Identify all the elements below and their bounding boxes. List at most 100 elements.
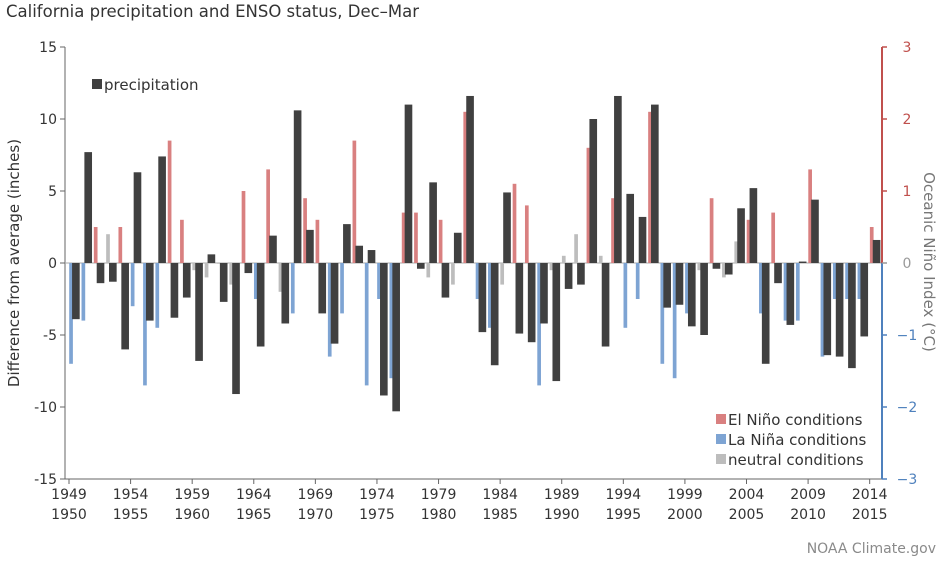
oni-bar bbox=[660, 263, 665, 364]
oni-bar bbox=[143, 263, 147, 386]
x-tick-label-bottom: 1960 bbox=[174, 507, 210, 523]
precipitation-bar bbox=[404, 104, 413, 263]
oni-bar bbox=[475, 263, 480, 299]
oni-bar bbox=[167, 140, 172, 263]
oni-bar bbox=[586, 147, 591, 263]
precipitation-bar bbox=[269, 235, 277, 263]
precipitation-bar bbox=[564, 263, 573, 289]
oni-bar bbox=[561, 255, 566, 263]
oni-bar bbox=[722, 263, 726, 278]
oni-bar bbox=[327, 263, 332, 357]
oni-bar bbox=[93, 227, 98, 263]
x-tick-label-top: 1969 bbox=[298, 487, 334, 503]
precipitation-bar bbox=[737, 208, 745, 263]
precipitation-bar bbox=[601, 263, 610, 347]
legend-label-precipitation: precipitation bbox=[104, 76, 199, 94]
precipitation-bar bbox=[133, 172, 142, 263]
oni-bar bbox=[709, 198, 714, 263]
legend-label-el-nino: El Niño conditions bbox=[728, 411, 863, 429]
chart-legend: precipitation El Niño conditions La Niña c… bbox=[92, 76, 867, 469]
x-tick-label-top: 1949 bbox=[51, 487, 87, 503]
chart-bars bbox=[69, 95, 881, 412]
x-tick-label-bottom: 1965 bbox=[236, 507, 272, 523]
y2-tick-label: 0 bbox=[903, 256, 912, 272]
precipitation-bar bbox=[503, 192, 511, 263]
oni-bar bbox=[500, 263, 505, 285]
precipitation-bar bbox=[675, 263, 684, 305]
y-tick-label: -10 bbox=[34, 400, 57, 416]
oni-bar bbox=[734, 241, 739, 263]
y2-tick-label: 1 bbox=[903, 184, 912, 200]
precipitation-bar bbox=[256, 263, 265, 347]
precipitation-bar bbox=[786, 263, 795, 325]
precipitation-bar bbox=[860, 263, 869, 337]
precipitation-bar bbox=[811, 199, 819, 263]
oni-bar bbox=[229, 263, 234, 285]
x-tick-label-bottom: 1970 bbox=[298, 507, 334, 523]
oni-bar bbox=[401, 212, 406, 263]
oni-bar bbox=[315, 219, 320, 263]
oni-bar bbox=[574, 234, 578, 263]
precipitation-bar bbox=[367, 250, 376, 263]
y-tick-label: 0 bbox=[48, 256, 57, 272]
y2-tick-label: −3 bbox=[897, 472, 918, 488]
precipitation-bar bbox=[823, 263, 832, 356]
y-tick-label: 5 bbox=[48, 184, 57, 200]
x-tick-label-bottom: 1975 bbox=[359, 507, 395, 523]
precipitation-bar bbox=[724, 263, 733, 275]
precipitation-bar bbox=[589, 119, 598, 263]
oni-bar bbox=[820, 263, 825, 357]
precipitation-bar bbox=[121, 263, 129, 350]
precipitation-bar bbox=[96, 263, 105, 284]
oni-bar bbox=[463, 111, 468, 263]
y2-tick-label: −1 bbox=[897, 328, 918, 344]
precipitation-bar bbox=[490, 263, 499, 366]
x-tick-label-bottom: 1950 bbox=[51, 507, 87, 523]
precipitation-bar bbox=[158, 156, 166, 263]
oni-bar bbox=[808, 169, 812, 263]
oni-bar bbox=[697, 263, 702, 271]
oni-bar bbox=[241, 191, 246, 263]
oni-bar bbox=[118, 227, 123, 263]
precipitation-bar bbox=[232, 263, 240, 395]
precipitation-bar bbox=[614, 95, 622, 264]
x-tick-label-top: 1974 bbox=[359, 487, 395, 503]
precipitation-bar bbox=[195, 263, 203, 361]
legend-swatch-el-nino bbox=[716, 414, 726, 424]
oni-bar bbox=[598, 255, 603, 263]
y2-tick-label: 2 bbox=[903, 112, 912, 128]
precipitation-bar bbox=[700, 263, 708, 335]
precipitation-bar bbox=[712, 263, 721, 269]
oni-bar bbox=[290, 263, 295, 314]
oni-bar bbox=[746, 219, 751, 263]
precipitation-bar bbox=[577, 263, 585, 285]
oni-bar bbox=[266, 169, 270, 263]
precipitation-bar bbox=[453, 232, 462, 263]
precipitation-bar bbox=[798, 261, 807, 263]
oni-bar bbox=[451, 263, 455, 285]
y-tick-label: 15 bbox=[39, 40, 57, 56]
oni-bar bbox=[672, 263, 677, 379]
oni-bar bbox=[217, 263, 221, 264]
precipitation-bar bbox=[244, 263, 253, 274]
x-tick-label-bottom: 1980 bbox=[421, 507, 457, 523]
precipitation-bar bbox=[515, 263, 524, 334]
y2-axis-title: Oceanic Niño Index (°C) bbox=[920, 172, 938, 352]
y2-tick-label: −2 bbox=[897, 400, 918, 416]
oni-bar bbox=[783, 263, 788, 321]
oni-bar bbox=[869, 227, 874, 263]
x-tick-label-bottom: 2005 bbox=[729, 507, 765, 523]
precipitation-bar bbox=[355, 245, 364, 263]
precipitation-bar bbox=[663, 263, 671, 308]
precipitation-bar bbox=[330, 263, 339, 344]
oni-bar bbox=[303, 198, 307, 263]
precipitation-bar bbox=[478, 263, 487, 333]
legend-label-neutral: neutral conditions bbox=[728, 451, 864, 469]
oni-bar bbox=[537, 263, 541, 386]
source-credit: NOAA Climate.gov bbox=[806, 541, 936, 557]
y2-tick-label: 3 bbox=[903, 40, 912, 56]
x-tick-label-bottom: 2015 bbox=[852, 507, 888, 523]
oni-bar bbox=[414, 212, 418, 263]
x-tick-label-bottom: 2000 bbox=[667, 507, 703, 523]
